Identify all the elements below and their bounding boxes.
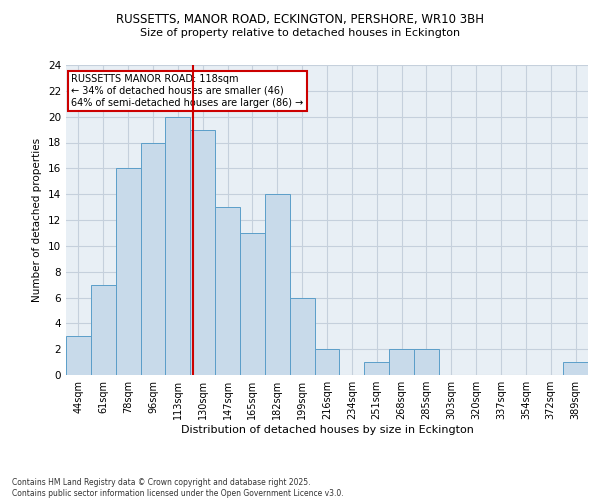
Bar — [414, 349, 439, 375]
Text: RUSSETTS, MANOR ROAD, ECKINGTON, PERSHORE, WR10 3BH: RUSSETTS, MANOR ROAD, ECKINGTON, PERSHOR… — [116, 12, 484, 26]
Bar — [116, 168, 140, 375]
Bar — [66, 336, 91, 375]
Bar — [389, 349, 414, 375]
Bar — [215, 207, 240, 375]
Bar — [140, 142, 166, 375]
Bar — [563, 362, 588, 375]
Y-axis label: Number of detached properties: Number of detached properties — [32, 138, 43, 302]
Bar — [91, 284, 116, 375]
Bar — [240, 233, 265, 375]
Bar — [314, 349, 340, 375]
Text: Size of property relative to detached houses in Eckington: Size of property relative to detached ho… — [140, 28, 460, 38]
Text: Contains HM Land Registry data © Crown copyright and database right 2025.
Contai: Contains HM Land Registry data © Crown c… — [12, 478, 344, 498]
Bar — [166, 116, 190, 375]
X-axis label: Distribution of detached houses by size in Eckington: Distribution of detached houses by size … — [181, 425, 473, 435]
Text: RUSSETTS MANOR ROAD: 118sqm
← 34% of detached houses are smaller (46)
64% of sem: RUSSETTS MANOR ROAD: 118sqm ← 34% of det… — [71, 74, 304, 108]
Bar — [290, 298, 314, 375]
Bar — [265, 194, 290, 375]
Bar — [190, 130, 215, 375]
Bar — [364, 362, 389, 375]
